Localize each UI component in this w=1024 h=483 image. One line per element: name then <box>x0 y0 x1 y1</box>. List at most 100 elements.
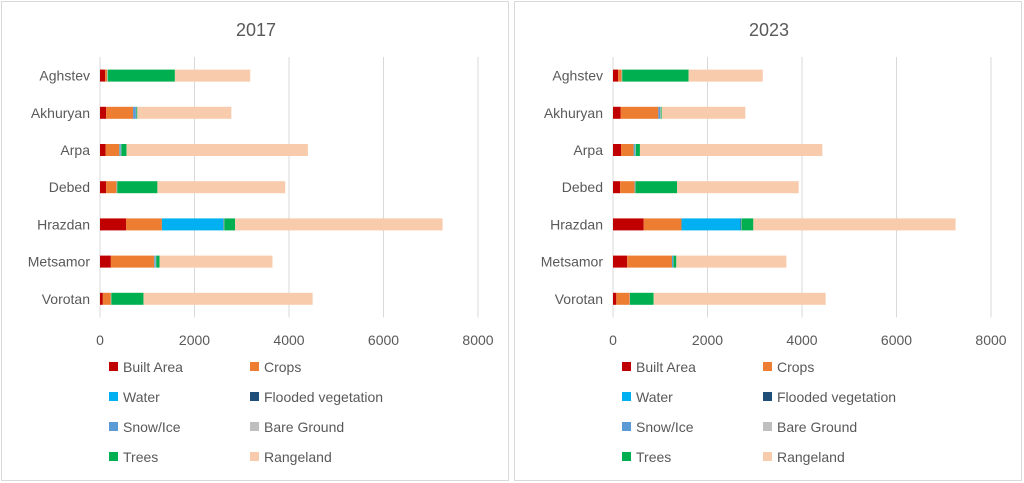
bar-segment-rangeland <box>159 255 273 268</box>
legend-label: Trees <box>636 449 671 465</box>
bar-segment-built-area <box>100 106 107 119</box>
chart-panel-2017: 2017 Aghstev Akhuryan Arpa Debed Hrazdan Mets… <box>1 1 509 481</box>
x-tick-label: 8000 <box>462 332 493 348</box>
bar-segment-rangeland <box>157 181 286 194</box>
legend-label: Snow/Ice <box>636 419 694 435</box>
bar-segment-built-area <box>613 69 619 82</box>
bar-segment-snow-ice <box>634 144 636 156</box>
category-label: Vorotan <box>555 291 603 307</box>
legend-swatch <box>622 392 631 401</box>
legend-label: Bare Ground <box>264 419 344 435</box>
category-label: Arpa <box>573 142 603 158</box>
bar-segment-rangeland <box>753 218 956 231</box>
bar-segment-trees <box>117 181 158 194</box>
bar-segment-built-area <box>613 106 621 119</box>
x-tick-label: 0 <box>96 332 104 348</box>
bar-segment-rangeland <box>677 181 799 194</box>
bar-segment-crops <box>106 106 134 119</box>
legend-item-water: Water <box>109 389 160 405</box>
legend-label: Rangeland <box>777 449 845 465</box>
legend-item-trees: Trees <box>109 449 158 465</box>
category-label: Arpa <box>60 142 90 158</box>
legend-label: Trees <box>123 449 158 465</box>
legend-item-snow-ice: Snow/Ice <box>109 419 181 435</box>
bar-segment-crops <box>621 144 634 156</box>
x-tick-label: 6000 <box>368 332 399 348</box>
legend-swatch <box>109 452 118 461</box>
category-label: Metsamor <box>28 254 91 270</box>
legend-swatch <box>109 422 118 431</box>
legend-item-built-area: Built Area <box>622 359 696 375</box>
bar-segment-water <box>161 218 224 231</box>
bar-segment-crops <box>125 218 162 231</box>
x-tick-label: 0 <box>609 332 617 348</box>
x-tick-label: 2000 <box>179 332 210 348</box>
category-label: Debed <box>49 179 90 195</box>
legend-label: Rangeland <box>264 449 332 465</box>
legend-item-bare-ground: Bare Ground <box>763 419 857 435</box>
bar-segment-trees <box>660 106 662 119</box>
bar-segment-trees <box>630 292 654 305</box>
bar-segment-trees <box>224 218 236 231</box>
bar-segment-snow-ice <box>119 144 121 156</box>
bar-segment-water <box>681 218 741 231</box>
legend-swatch <box>250 452 259 461</box>
bar-segment-built-area <box>613 292 617 305</box>
bar-segment-rangeland <box>174 69 251 82</box>
legend-item-bare-ground: Bare Ground <box>250 419 344 435</box>
bar-segment-trees <box>622 69 689 82</box>
bar-segment-built-area <box>613 218 644 231</box>
bar-segment-trees <box>156 255 160 268</box>
legend-label: Built Area <box>123 359 183 375</box>
category-label: Aghstev <box>39 68 90 84</box>
bar-segment-built-area <box>100 69 106 82</box>
bar-segment-snow-ice <box>658 106 661 119</box>
legend-swatch <box>109 392 118 401</box>
legend-item-flooded-vegetation: Flooded vegetation <box>250 389 383 405</box>
bar-segment-crops <box>618 69 622 82</box>
legend-label: Bare Ground <box>777 419 857 435</box>
legend-swatch <box>763 392 772 401</box>
bar-segment-crops <box>643 218 682 231</box>
bar-segment-trees <box>136 106 138 119</box>
bar-segment-rangeland <box>653 292 826 305</box>
chart-title: 2017 <box>236 20 276 40</box>
legend-item-built-area: Built Area <box>109 359 183 375</box>
category-label: Akhuryan <box>544 105 603 121</box>
legend-label: Crops <box>264 359 301 375</box>
bar-segment-crops <box>102 292 111 305</box>
bar-segment-rangeland <box>676 255 787 268</box>
legend-swatch <box>763 362 772 371</box>
bar-segment-rangeland <box>137 106 232 119</box>
bar-segment-built-area <box>100 255 111 268</box>
chart-2023-svg: 2023 Aghstev Akhuryan Arpa Debed Hrazdan Mets… <box>541 20 1007 465</box>
legend-item-water: Water <box>622 389 673 405</box>
bar-segment-crops <box>105 69 108 82</box>
category-label: Aghstev <box>552 68 603 84</box>
category-label: Debed <box>562 179 603 195</box>
bar-segment-built-area <box>100 181 107 194</box>
legend-item-rangeland: Rangeland <box>250 449 332 465</box>
legend-swatch <box>763 452 772 461</box>
bar-segment-built-area <box>100 292 103 305</box>
category-label: Hrazdan <box>37 216 90 232</box>
bar-segment-trees <box>121 144 127 156</box>
x-tick-label: 4000 <box>786 332 817 348</box>
x-tick-label: 6000 <box>881 332 912 348</box>
bar-segment-built-area <box>613 181 621 194</box>
legend-label: Flooded vegetation <box>777 389 896 405</box>
legend-label: Built Area <box>636 359 696 375</box>
bar-segment-trees <box>741 218 754 231</box>
legend-label: Flooded vegetation <box>264 389 383 405</box>
bar-segment-rangeland <box>688 69 763 82</box>
bar-segment-crops <box>620 106 659 119</box>
x-tick-label: 4000 <box>273 332 304 348</box>
bar-segment-snow-ice <box>154 255 156 268</box>
x-tick-label: 2000 <box>692 332 723 348</box>
legend-item-trees: Trees <box>622 449 671 465</box>
legend-swatch <box>250 392 259 401</box>
bar-segment-trees <box>111 292 144 305</box>
bar-segment-rangeland <box>126 144 308 156</box>
legend-label: Water <box>636 389 673 405</box>
